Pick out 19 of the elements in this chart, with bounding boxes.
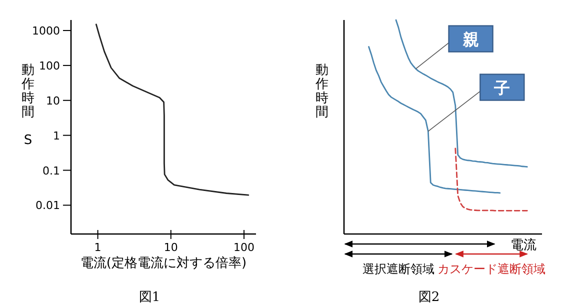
- text: 図1: [138, 290, 160, 305]
- y-axis-title: 動作時間 S: [20, 63, 34, 148]
- y-tick-label: 10: [46, 94, 60, 108]
- text: カスケード遮断領域: [438, 262, 546, 276]
- x-tick-label: 1: [94, 241, 102, 254]
- y-tick-label: 0.01: [36, 199, 60, 212]
- y-tick-label: 0.1: [42, 164, 60, 178]
- x-axis-title: 電流(定格電流に対する倍率): [80, 255, 247, 271]
- y-tick-label: 1: [53, 129, 60, 142]
- text: 選択遮断領域: [362, 262, 434, 276]
- x-tick-label: 10: [164, 241, 178, 254]
- x-axis-title: 電流: [510, 237, 536, 253]
- y-axis-title: 動作時間: [314, 63, 328, 120]
- y-tick-label: 100: [39, 59, 60, 72]
- text: 図2: [418, 290, 440, 305]
- text: 子: [493, 78, 510, 98]
- x-tick-label: 100: [233, 241, 254, 254]
- text: 親: [462, 30, 479, 49]
- y-tick-label: 1000: [32, 24, 60, 38]
